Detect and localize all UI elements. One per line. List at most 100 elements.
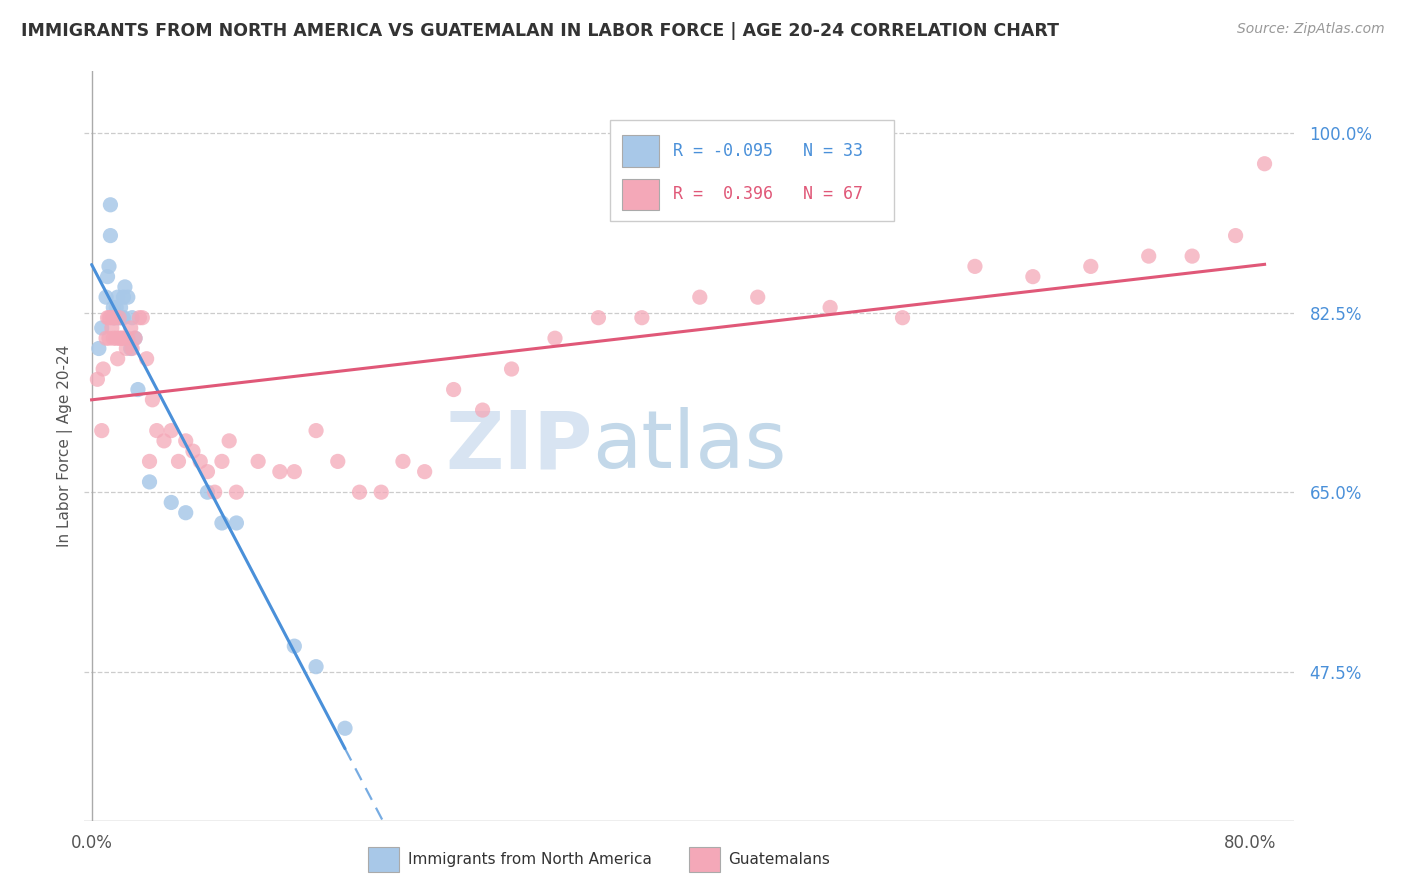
Point	[112, 310, 135, 325]
Point	[1080, 260, 1102, 274]
Point	[105, 301, 128, 315]
Point	[107, 310, 129, 325]
Text: Guatemalans: Guatemalans	[728, 853, 830, 867]
Point	[544, 331, 567, 345]
Point	[141, 392, 163, 407]
Point	[120, 321, 142, 335]
Point	[747, 290, 769, 304]
FancyBboxPatch shape	[623, 135, 659, 167]
Point	[211, 516, 233, 530]
Point	[631, 310, 654, 325]
Text: Source: ZipAtlas.com: Source: ZipAtlas.com	[1237, 22, 1385, 37]
Point	[305, 424, 328, 438]
Point	[90, 321, 112, 335]
Point	[114, 280, 136, 294]
Point	[349, 485, 371, 500]
Point	[117, 290, 139, 304]
Point	[269, 465, 291, 479]
Point	[225, 485, 247, 500]
Text: Immigrants from North America: Immigrants from North America	[408, 853, 651, 867]
Point	[103, 301, 125, 315]
Point	[98, 310, 121, 325]
Point	[588, 310, 610, 325]
Point	[124, 331, 146, 345]
Point	[225, 516, 247, 530]
Point	[96, 310, 118, 325]
Point	[204, 485, 226, 500]
Point	[87, 342, 110, 356]
Point	[120, 342, 142, 356]
Point	[108, 310, 131, 325]
Point	[103, 331, 125, 345]
Point	[111, 331, 134, 345]
Point	[247, 454, 270, 468]
Point	[283, 639, 305, 653]
Point	[100, 228, 122, 243]
Point	[188, 454, 211, 468]
Point	[333, 721, 356, 735]
Point	[153, 434, 176, 448]
Point	[124, 331, 146, 345]
Point	[891, 310, 914, 325]
Point	[107, 351, 129, 366]
Point	[105, 331, 128, 345]
Point	[370, 485, 392, 500]
Point	[86, 372, 108, 386]
Y-axis label: In Labor Force | Age 20-24: In Labor Force | Age 20-24	[58, 345, 73, 547]
Point	[471, 403, 494, 417]
Point	[160, 495, 183, 509]
Point	[108, 331, 131, 345]
Point	[96, 269, 118, 284]
Point	[110, 331, 132, 345]
Point	[197, 485, 219, 500]
Point	[160, 424, 183, 438]
Point	[121, 342, 143, 356]
Point	[104, 310, 127, 325]
Point	[90, 424, 112, 438]
Point	[138, 454, 160, 468]
Text: atlas: atlas	[592, 407, 786, 485]
FancyBboxPatch shape	[623, 178, 659, 210]
Point	[181, 444, 204, 458]
Point	[197, 465, 219, 479]
Point	[107, 290, 129, 304]
Point	[103, 310, 125, 325]
Point	[326, 454, 349, 468]
Point	[443, 383, 465, 397]
FancyBboxPatch shape	[610, 120, 894, 221]
Text: R = -0.095   N = 33: R = -0.095 N = 33	[673, 142, 863, 160]
Point	[1253, 157, 1275, 171]
Point	[218, 434, 240, 448]
Point	[1137, 249, 1160, 263]
Point	[112, 331, 135, 345]
Point	[689, 290, 711, 304]
Point	[1022, 269, 1045, 284]
Point	[392, 454, 415, 468]
Point	[131, 310, 153, 325]
Point	[121, 310, 143, 325]
Point	[115, 342, 138, 356]
Point	[283, 465, 305, 479]
Point	[108, 310, 131, 325]
Point	[145, 424, 167, 438]
Point	[100, 310, 122, 325]
Point	[818, 301, 841, 315]
Point	[174, 506, 197, 520]
Point	[100, 198, 122, 212]
Point	[1225, 228, 1247, 243]
Point	[111, 310, 134, 325]
Point	[112, 290, 135, 304]
Point	[104, 310, 127, 325]
Point	[138, 475, 160, 489]
Point	[174, 434, 197, 448]
Point	[135, 351, 157, 366]
Point	[117, 331, 139, 345]
Point	[91, 362, 114, 376]
Text: IMMIGRANTS FROM NORTH AMERICA VS GUATEMALAN IN LABOR FORCE | AGE 20-24 CORRELATI: IMMIGRANTS FROM NORTH AMERICA VS GUATEMA…	[21, 22, 1059, 40]
Point	[167, 454, 190, 468]
Point	[211, 454, 233, 468]
Point	[127, 383, 149, 397]
Point	[98, 331, 121, 345]
Point	[101, 321, 124, 335]
Point	[94, 331, 117, 345]
